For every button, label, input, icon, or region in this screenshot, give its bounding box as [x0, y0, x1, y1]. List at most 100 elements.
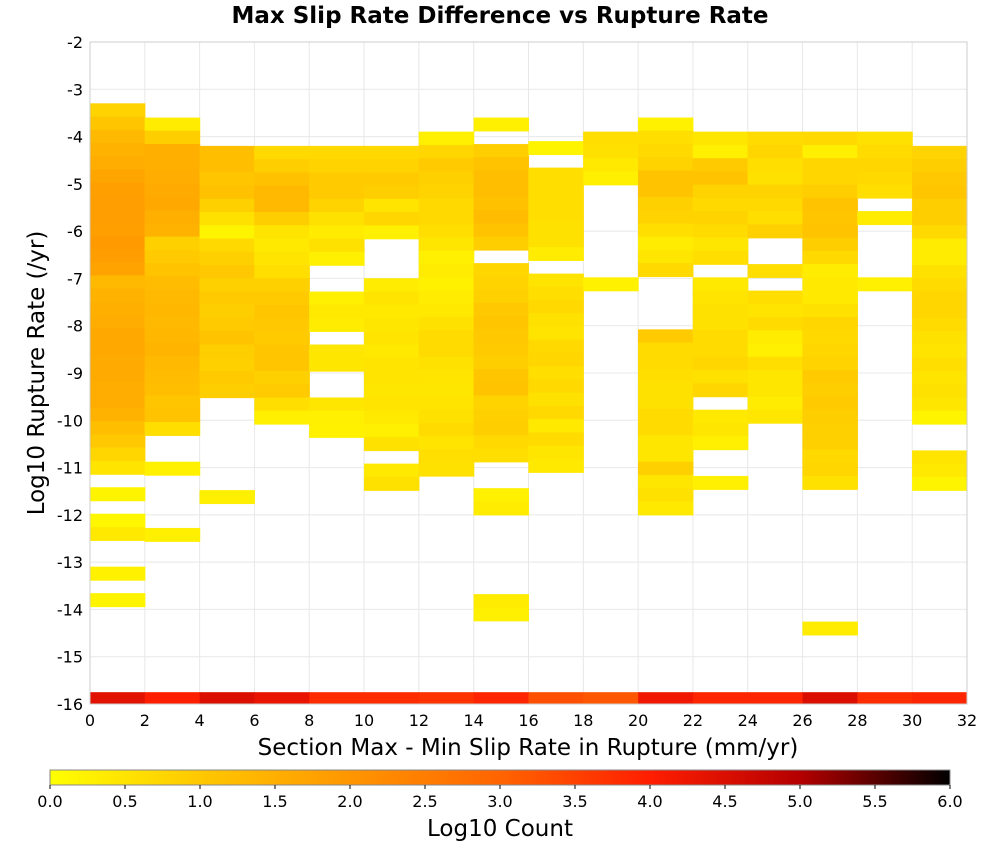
heatmap-cell [637, 435, 694, 450]
heatmap-cell [89, 129, 146, 144]
heatmap-cell [254, 397, 310, 412]
colorbar-tick-label: 1.5 [262, 792, 287, 811]
heatmap-cell [912, 331, 968, 346]
heatmap-cell [802, 158, 858, 173]
heatmap-cell [363, 198, 420, 213]
x-tick-label: 6 [249, 711, 259, 730]
heatmap-cell [144, 276, 201, 291]
heatmap-cell [418, 383, 475, 398]
heatmap-cell [747, 184, 804, 199]
heatmap-cell [747, 158, 804, 173]
heatmap-cell [637, 196, 694, 211]
colorbar-tick-label: 3.0 [487, 792, 512, 811]
heatmap-cell [528, 405, 584, 420]
heatmap-cell [418, 303, 475, 318]
heatmap-cell [254, 238, 310, 253]
heatmap-cell [89, 116, 146, 131]
heatmap-cell [144, 236, 201, 251]
heatmap-cell [363, 304, 420, 319]
heatmap-cell [363, 291, 420, 306]
heatmap-cell [692, 303, 749, 318]
heatmap-cell [912, 265, 968, 279]
x-tick-label: 20 [628, 711, 648, 730]
heatmap-cell [254, 265, 310, 279]
heatmap-cell [912, 251, 968, 266]
heatmap-cell [637, 249, 694, 264]
heatmap-cell [254, 172, 310, 187]
heatmap-cell [528, 220, 584, 235]
heatmap-cell [692, 343, 749, 358]
heatmap-cell [473, 448, 530, 463]
heatmap-cell [473, 157, 530, 172]
x-tick-label: 12 [409, 711, 429, 730]
x-axis-label: Section Max - Min Slip Rate in Rupture (… [258, 735, 799, 761]
heatmap-cell [199, 370, 255, 385]
heatmap-cell [802, 422, 858, 437]
heatmap-cell [309, 423, 365, 438]
heatmap-cell [747, 131, 804, 146]
heatmap-cell [144, 170, 201, 185]
heatmap-cell [89, 262, 146, 277]
heatmap-cell [692, 370, 749, 384]
heatmap-cell [418, 158, 475, 173]
heatmap-cell [912, 370, 968, 385]
heatmap-cell [692, 330, 749, 345]
heatmap-cell [692, 277, 749, 292]
heatmap-cell [528, 339, 584, 354]
heatmap-cell [692, 436, 749, 451]
heatmap-cell [254, 410, 310, 425]
y-tick-label: -5 [67, 175, 83, 194]
x-tick-label: 0 [85, 711, 95, 730]
heatmap-cell [583, 171, 639, 186]
heatmap-cell [528, 247, 584, 262]
heatmap-cell [473, 143, 530, 158]
heatmap-cell [363, 463, 420, 478]
heatmap-cell [418, 290, 475, 305]
heatmap-cell [254, 692, 310, 704]
heatmap-cell [912, 476, 968, 491]
heatmap-cell [199, 265, 255, 279]
heatmap-cell [199, 344, 255, 359]
heatmap-cell [418, 131, 475, 146]
heatmap-cell [199, 251, 255, 266]
heatmap-cell [363, 344, 420, 359]
colorbar-tick-label: 4.5 [712, 792, 737, 811]
heatmap-cell [912, 185, 968, 200]
heatmap-cell [89, 235, 146, 250]
heatmap-cell [473, 355, 530, 370]
heatmap-cell [528, 352, 584, 367]
heatmap-cell [473, 236, 530, 251]
heatmap-cell [89, 248, 146, 263]
heatmap-cell [637, 408, 694, 423]
heatmap-cell [802, 621, 858, 636]
heatmap-cell [802, 692, 858, 704]
heatmap-cell [144, 316, 201, 331]
heatmap-cell [144, 196, 201, 211]
heatmap-cell [363, 357, 420, 372]
heatmap-cell [89, 407, 146, 422]
heatmap-cell [692, 290, 749, 305]
heatmap-cell [802, 462, 858, 477]
heatmap-cell [802, 264, 858, 279]
y-tick-label: -7 [67, 269, 83, 288]
heatmap-cell [912, 198, 968, 213]
heatmap-cell [144, 369, 201, 384]
heatmap-cell [363, 278, 420, 293]
x-tick-label: 22 [683, 711, 703, 730]
heatmap-cell [692, 197, 749, 212]
heatmap-cell [747, 211, 804, 226]
heatmap-cell [254, 198, 310, 213]
heatmap-cell [199, 384, 255, 399]
heatmap-cell [418, 197, 475, 212]
heatmap-cell [692, 158, 749, 173]
heatmap-cell [528, 392, 584, 407]
heatmap-cell [89, 315, 146, 330]
heatmap-cell [199, 225, 255, 240]
heatmap-cell [144, 382, 201, 397]
colorbar-tick-label: 2.5 [412, 792, 437, 811]
y-tick-label: -11 [57, 459, 83, 478]
heatmap-cell [418, 184, 475, 199]
heatmap-cell [912, 145, 968, 160]
heatmap-cell [528, 180, 584, 195]
